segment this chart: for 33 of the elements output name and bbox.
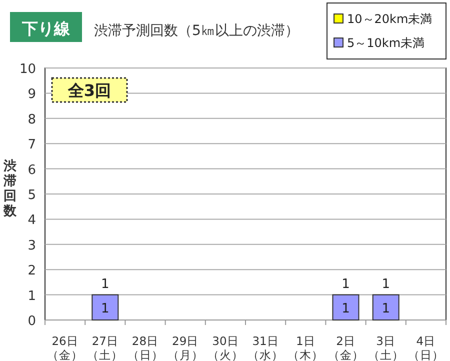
y-tick-label: 2 [28,264,36,279]
x-tick-label: 27日（土） [87,334,124,361]
x-tick-label: 29日（月） [167,334,204,361]
data-label: 1 [382,301,390,316]
data-label: 1 [342,301,350,316]
legend-label: 5～10km未満 [347,36,425,50]
x-tick-label: 4日（日） [408,334,444,361]
annotation: 全3回 [66,81,112,100]
chart-title: 渋滞予測回数（5㎞以上の渋滞） [94,23,299,39]
y-tick-label: 6 [28,162,36,178]
total-label: 1 [342,276,350,292]
total-label: 1 [382,276,390,292]
x-tick-label: 2日（金） [328,334,364,361]
legend-label: 10～20km未満 [347,12,432,26]
x-tick-label: 1日（木） [288,334,324,361]
y-axis-title: 渋滞回数 [2,159,18,219]
x-tick-label: 28日（日） [127,334,164,361]
chart-subtitle: 下り線 [21,19,71,38]
y-tick-label: 5 [28,188,36,203]
x-tick-label: 3日（土） [368,334,404,361]
y-tick-label: 10 [19,62,36,77]
data-label: 1 [101,301,110,316]
x-tick-label: 30日（火） [207,334,244,361]
y-tick-label: 3 [28,238,36,254]
y-tick-label: 1 [28,288,36,304]
x-tick-label: 26日（金） [47,334,84,361]
x-tick-label: 31日（水） [248,334,284,361]
y-tick-label: 9 [28,87,36,102]
y-tick-label: 7 [28,138,36,153]
total-label: 1 [101,276,110,292]
y-tick-label: 0 [28,314,36,329]
y-tick-label: 4 [28,213,36,228]
y-tick-label: 8 [28,112,36,128]
